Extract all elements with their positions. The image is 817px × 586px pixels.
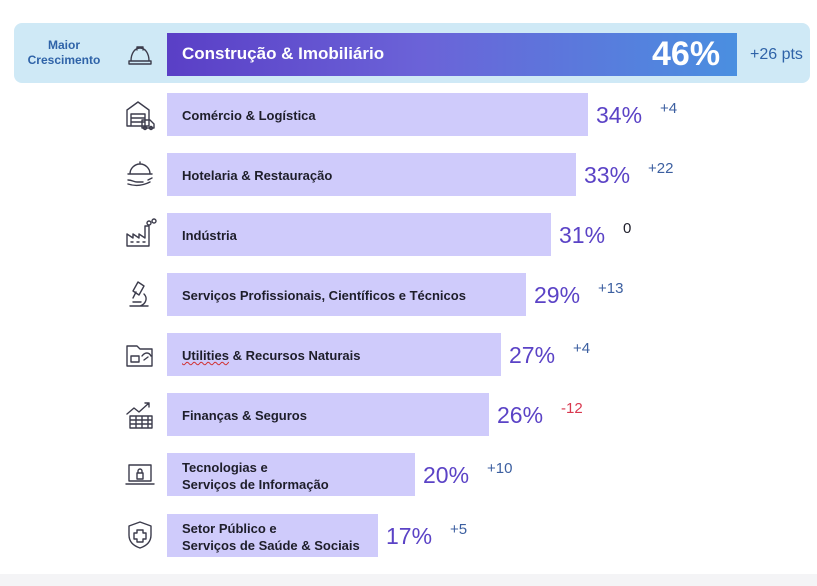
- category-label-line: Serviços de Saúde & Sociais: [182, 537, 360, 553]
- value-label-3: 33%: [584, 162, 631, 188]
- hard-hat-icon: [122, 36, 158, 72]
- change-label-6: +4: [573, 340, 591, 357]
- category-label-4: Indústria: [182, 227, 237, 244]
- highlight-label-line2: Crescimento: [27, 53, 101, 67]
- change-label-8: +10: [487, 460, 513, 477]
- category-label-line: Utilities & Recursos Naturais: [182, 348, 361, 363]
- value-label-4: 31%: [559, 222, 606, 248]
- category-label-2: Comércio & Logística: [182, 107, 316, 124]
- change-label-9: +5: [450, 521, 468, 538]
- category-label-line: Serviços Profissionais, Científicos e Té…: [182, 288, 466, 303]
- bar-8: [167, 453, 415, 496]
- category-label-line: Finanças & Seguros: [182, 408, 307, 423]
- category-label-1: Construção & Imobiliário: [182, 45, 384, 62]
- bar-4: [167, 213, 551, 256]
- value-label-5: 29%: [534, 282, 581, 308]
- category-label-line: Hotelaria & Restauração: [182, 168, 333, 183]
- category-label-9: Setor Público e Serviços de Saúde & Socia…: [182, 520, 360, 554]
- value-label-8: 20%: [423, 462, 470, 488]
- bar-9: [167, 514, 378, 557]
- highlight-label: Maior Crescimento: [14, 38, 114, 68]
- laptop-lock-icon: [122, 456, 158, 492]
- value-label-2: 34%: [596, 102, 643, 128]
- value-label-9: 17%: [386, 523, 433, 549]
- factory-icon: [122, 216, 158, 252]
- change-label-2: +4: [660, 100, 678, 117]
- nature-folder-icon: [122, 336, 158, 372]
- category-label-8: Tecnologias e Serviços de Informação: [182, 459, 329, 493]
- change-label-7: -12: [561, 400, 583, 417]
- category-label-3: Hotelaria & Restauração: [182, 167, 332, 184]
- category-label-line: Indústria: [182, 228, 237, 243]
- bar-5: [167, 273, 526, 316]
- change-label-4: 0: [623, 220, 632, 237]
- category-label-6: Utilities & Recursos Naturais: [182, 347, 360, 364]
- value-label-1: 46%: [652, 35, 721, 73]
- category-label-line: Setor Público e: [182, 520, 277, 536]
- bar-7: [167, 393, 489, 436]
- category-label-7: Finanças & Seguros: [182, 407, 307, 424]
- change-label-5: +13: [598, 280, 624, 297]
- change-label-3: +22: [648, 160, 674, 177]
- spellcheck-word: Utilities: [182, 348, 229, 363]
- bar-6: [167, 333, 501, 376]
- bar-1: [167, 33, 737, 76]
- category-label-5: Serviços Profissionais, Científicos e Té…: [182, 287, 466, 304]
- change-label-1: +26 pts: [750, 46, 803, 63]
- category-label-line: Construção & Imobiliário: [182, 43, 385, 63]
- highlight-label-line1: Maior: [47, 38, 80, 52]
- bar-3: [167, 153, 576, 196]
- category-label-line: Tecnologias e: [182, 459, 268, 475]
- warehouse-truck-icon: [122, 96, 158, 132]
- value-label-7: 26%: [497, 402, 544, 428]
- bottom-band: [0, 574, 817, 586]
- category-label-line: Serviços de Informação: [182, 476, 329, 492]
- value-label-6: 27%: [509, 342, 556, 368]
- bar-2: [167, 93, 588, 136]
- shield-cross-icon: [122, 517, 158, 553]
- microscope-icon: [122, 276, 158, 312]
- category-label-line: Comércio & Logística: [182, 108, 316, 123]
- cloche-hand-icon: [122, 156, 158, 192]
- growth-chart-icon: [122, 396, 158, 432]
